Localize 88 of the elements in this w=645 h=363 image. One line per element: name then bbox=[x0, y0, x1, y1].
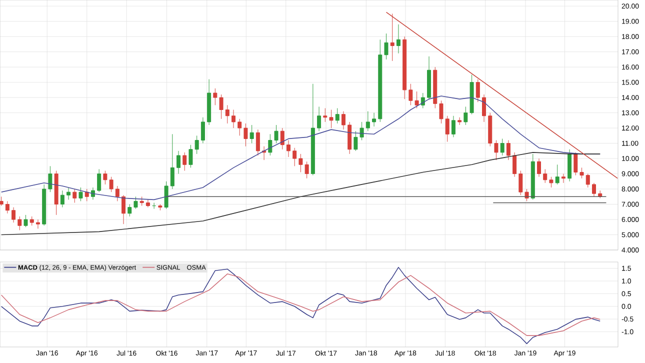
candlestick bbox=[568, 149, 572, 182]
candlestick bbox=[238, 118, 242, 136]
candlestick bbox=[36, 219, 40, 229]
candlestick bbox=[372, 112, 376, 127]
candlestick bbox=[115, 186, 120, 202]
candlestick bbox=[286, 140, 290, 158]
candlestick bbox=[439, 100, 444, 124]
candlestick bbox=[188, 144, 193, 168]
candlestick bbox=[549, 176, 554, 188]
candlestick bbox=[274, 124, 278, 144]
candlestick bbox=[433, 66, 438, 108]
candlestick bbox=[30, 216, 34, 226]
candlestick bbox=[90, 187, 95, 200]
candlestick bbox=[543, 168, 548, 184]
candlestick bbox=[574, 152, 578, 176]
candlestick bbox=[592, 182, 596, 197]
candlestick bbox=[128, 204, 132, 217]
candlestick bbox=[232, 109, 236, 128]
candlestick bbox=[182, 152, 187, 171]
candlestick bbox=[42, 184, 46, 226]
candlestick bbox=[580, 167, 584, 179]
candlestick bbox=[458, 117, 462, 126]
candlestick bbox=[219, 94, 224, 120]
candlestick bbox=[280, 128, 284, 150]
candlestick bbox=[390, 13, 394, 62]
candlestick bbox=[348, 122, 352, 154]
candlestick bbox=[60, 190, 64, 208]
candlestick bbox=[500, 138, 504, 156]
candlestick bbox=[200, 117, 205, 144]
candlestick bbox=[317, 106, 322, 132]
candlestick bbox=[384, 33, 388, 60]
candlestick bbox=[256, 129, 260, 156]
candlestick bbox=[170, 134, 174, 190]
candlestick bbox=[152, 202, 156, 210]
candlestick bbox=[402, 36, 407, 100]
candlestick bbox=[512, 152, 517, 178]
candlestick bbox=[335, 108, 340, 124]
candlestick bbox=[225, 104, 230, 124]
candlestick bbox=[18, 216, 22, 230]
candlestick bbox=[482, 94, 486, 122]
candlestick bbox=[530, 154, 535, 200]
candlestick bbox=[54, 170, 58, 216]
candlestick bbox=[427, 56, 432, 100]
candlestick bbox=[134, 196, 138, 210]
candlestick bbox=[97, 168, 102, 192]
candlestick bbox=[84, 188, 89, 202]
candlestick bbox=[164, 181, 168, 210]
candlestick bbox=[194, 135, 199, 154]
candlestick bbox=[122, 194, 126, 224]
candlestick bbox=[268, 134, 272, 156]
candlestick bbox=[323, 108, 328, 122]
candlestick bbox=[396, 24, 400, 54]
candlestick bbox=[537, 158, 541, 178]
candlestick bbox=[176, 150, 181, 174]
candlestick bbox=[494, 140, 498, 160]
candlestick bbox=[48, 166, 52, 192]
candlestick bbox=[555, 164, 560, 185]
candlestick bbox=[213, 88, 218, 106]
candlestick bbox=[561, 174, 566, 184]
candlestick bbox=[488, 112, 492, 147]
candlestick bbox=[66, 187, 71, 200]
candlestick bbox=[140, 196, 144, 206]
candlestick bbox=[476, 79, 480, 102]
candlestick bbox=[5, 200, 10, 214]
candlestick bbox=[244, 123, 248, 147]
candlestick bbox=[146, 199, 150, 208]
candlestick bbox=[24, 214, 28, 228]
candlestick bbox=[250, 124, 254, 144]
candlestick bbox=[207, 79, 212, 126]
candlestick bbox=[445, 116, 450, 142]
candlestick bbox=[341, 111, 346, 130]
candlestick bbox=[506, 140, 510, 160]
candlestick bbox=[292, 148, 297, 166]
candlestick bbox=[451, 116, 456, 138]
candlestick bbox=[329, 109, 334, 128]
candlestick bbox=[12, 207, 16, 223]
line-series bbox=[0, 274, 601, 336]
candlestick bbox=[0, 196, 4, 206]
candlestick bbox=[366, 111, 370, 132]
candlestick bbox=[72, 188, 77, 203]
candlestick bbox=[378, 39, 382, 122]
line-series bbox=[0, 152, 601, 236]
line-series bbox=[0, 266, 601, 344]
candlestick bbox=[158, 204, 162, 211]
candlestick bbox=[518, 170, 523, 196]
candlestick bbox=[586, 174, 590, 188]
candlestick bbox=[78, 187, 83, 202]
candlestick bbox=[310, 84, 315, 176]
